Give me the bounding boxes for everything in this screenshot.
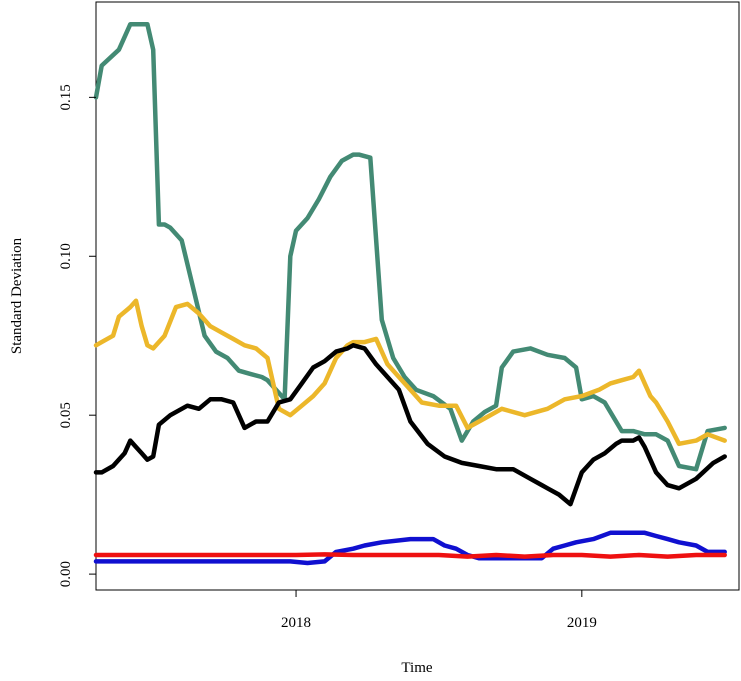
series-layer (93, 21, 727, 566)
series-line-5 (93, 552, 727, 559)
plot-frame (95, 1, 740, 591)
x-axis-title: Time (401, 660, 432, 676)
series-line-4 (93, 530, 727, 566)
series-line-2 (93, 298, 727, 447)
y-tick-label: 0.10 (58, 243, 74, 269)
x-tick-label: 2019 (567, 615, 597, 631)
y-axis-title: Standard Deviation (9, 237, 25, 354)
y-tick-label: 0.05 (58, 402, 74, 428)
x-tick-label: 2018 (281, 615, 311, 631)
series-line-3 (93, 343, 727, 507)
y-axis: 0.00 0.05 0.10 0.15 (58, 84, 96, 587)
y-tick-label: 0.00 (58, 561, 74, 587)
x-axis: 2018 2019 (281, 590, 597, 631)
y-tick-label: 0.15 (58, 84, 74, 110)
series-line-1 (93, 21, 727, 472)
